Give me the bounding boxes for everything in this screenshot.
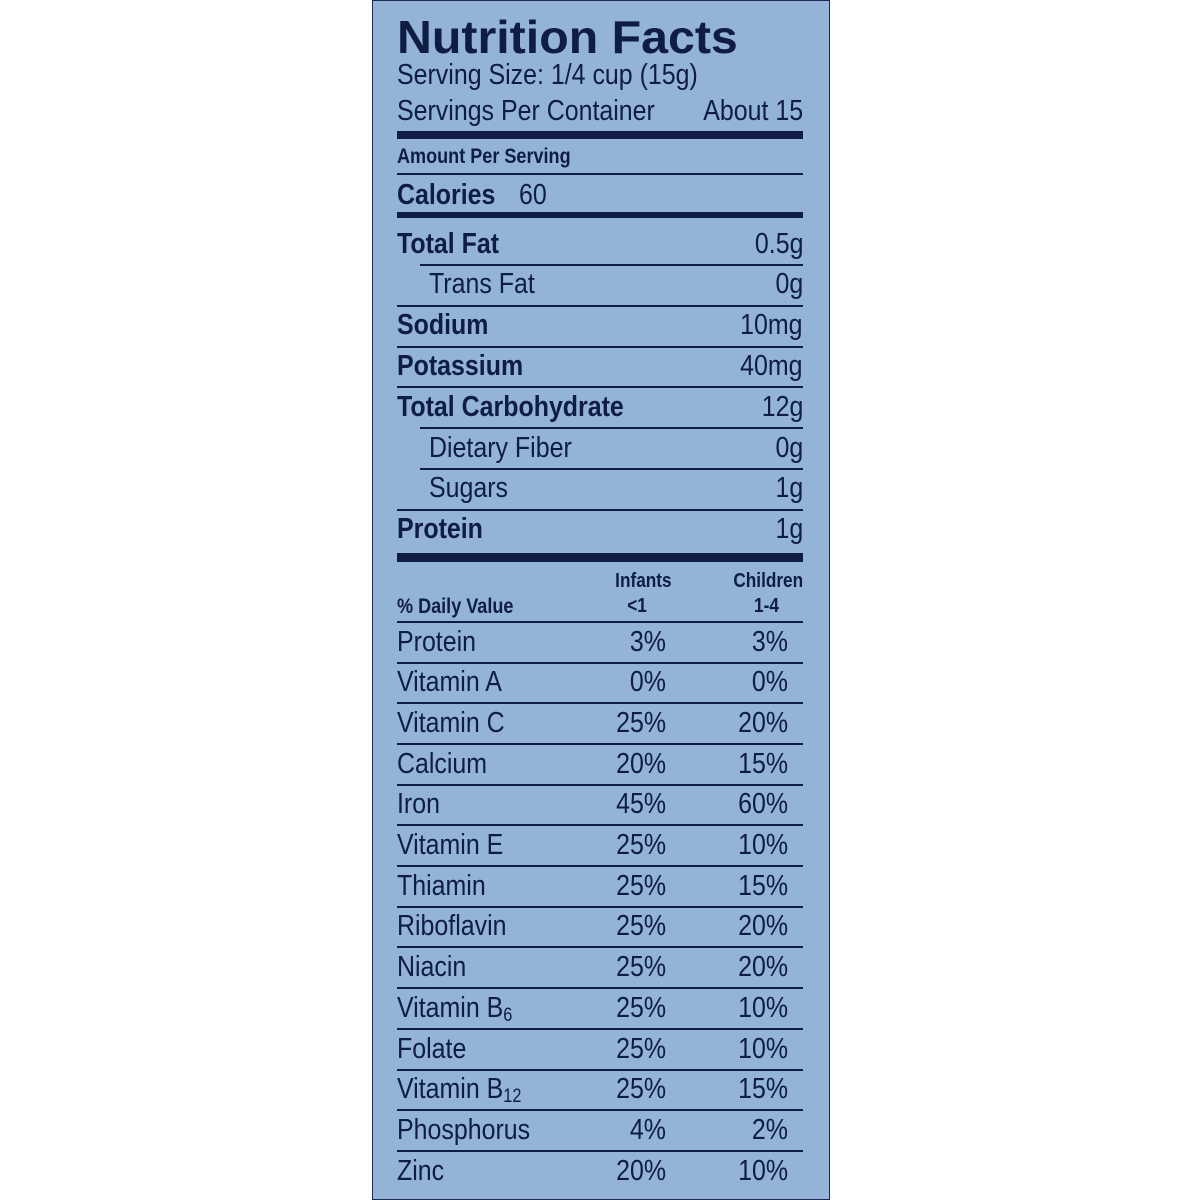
dv-name: Calcium [397,747,488,780]
dv-infants: 25% [616,991,666,1024]
dv-name: Vitamin B12 [397,1073,522,1108]
dv-name: Vitamin E [397,829,504,861]
dv-infants: 25% [616,869,666,902]
rule [397,742,803,745]
servings-value: About 15 [703,94,803,127]
rule [397,946,803,949]
dv-children: 0% [751,666,788,699]
dv-name: Niacin [397,951,467,984]
dv-label: % Daily Value [397,594,514,618]
dv-infants: 25% [616,1073,666,1106]
rule [397,865,803,867]
nutrient-name: Trans Fat [429,268,535,301]
nutrient-name: Total Fat [397,227,500,260]
rule [397,386,803,389]
rule [397,824,803,827]
rule [397,1068,803,1071]
dv-name: Thiamin [397,869,486,902]
dv-children: 15% [738,869,788,902]
dv-name: Riboflavin [397,910,507,943]
nutrition-panel [372,0,830,1200]
dv-infants-header: Infants [615,570,672,592]
dv-name: Iron [397,788,440,821]
dv-children: 10% [738,1032,788,1065]
dv-children: 20% [738,951,788,984]
dv-infants: 45% [616,788,666,821]
dv-children: 60% [738,788,788,821]
dv-name: Vitamin B6 [397,991,513,1026]
nutrient-name: Potassium [397,349,524,382]
dv-children: 10% [738,1154,788,1187]
subscript: 6 [503,1004,513,1026]
rule [397,783,803,786]
rule [397,661,803,664]
dv-children: 2% [751,1113,788,1146]
rule [397,345,803,348]
title: Nutrition Facts [397,11,738,63]
rule [397,508,803,511]
nutrient-name: Sugars [429,472,509,505]
dv-infants: 25% [616,951,666,984]
dv-infants: 25% [616,910,666,943]
dv-children: 15% [738,747,788,780]
rule [420,468,803,470]
rule [397,1027,803,1030]
rule [397,621,803,623]
nutrient-name: Total Carbohydrate [397,390,624,423]
rule [397,905,803,908]
rule [397,1109,803,1112]
nutrient-amount: 0g [775,268,803,301]
rule [397,1149,803,1152]
dv-name: Phosphorus [397,1113,531,1146]
rule [420,264,803,266]
dv-infants: 4% [629,1113,666,1146]
servings-label: Servings Per Container [397,94,655,127]
dv-infants: 0% [629,666,666,699]
dv-children: 20% [738,706,788,739]
nutrient-amount: 10mg [740,309,803,342]
calories-value: 60 [519,178,547,211]
rule [397,173,803,175]
rule [397,304,803,307]
dv-children: 10% [738,991,788,1024]
rule [397,552,803,562]
dv-children: 10% [738,829,788,861]
nutrient-amount: 40mg [740,349,803,382]
dv-children-header: Children [733,570,803,592]
dv-infants: 25% [616,706,666,739]
dv-name: Vitamin A [397,666,502,699]
dv-infants: 25% [616,1032,666,1065]
nutrient-name: Dietary Fiber [429,431,572,464]
dv-infants: 25% [616,829,666,861]
rule [397,702,803,705]
dv-children: 20% [738,910,788,943]
serving-size: Serving Size: 1/4 cup (15g) [397,58,698,91]
dv-infants: 3% [629,625,666,658]
rule [397,987,803,990]
dv-children-header: 1-4 [754,595,779,617]
nutrient-name: Protein [397,513,483,546]
dv-name: Vitamin C [397,706,505,739]
calories-label: Calories [397,178,496,211]
nutrient-amount: 12g [761,390,803,423]
dv-name: Folate [397,1032,467,1065]
dv-name: Protein [397,625,477,658]
dv-infants-header: <1 [627,595,647,617]
rule [397,131,803,139]
rule [397,212,803,218]
dv-children: 15% [738,1073,788,1106]
dv-infants: 20% [616,1154,666,1187]
nutrient-amount: 1g [775,513,803,546]
nutrient-amount: 0g [775,431,803,464]
nutrient-name: Sodium [397,309,489,342]
nutrient-amount: 0.5g [754,227,803,260]
nutrient-amount: 1g [775,472,803,505]
dv-children: 3% [751,625,788,658]
dv-name: Zinc [397,1154,445,1187]
dv-infants: 20% [616,747,666,780]
subscript: 12 [503,1086,522,1108]
amount-per-serving: Amount Per Serving [397,144,571,168]
rule [420,427,803,430]
